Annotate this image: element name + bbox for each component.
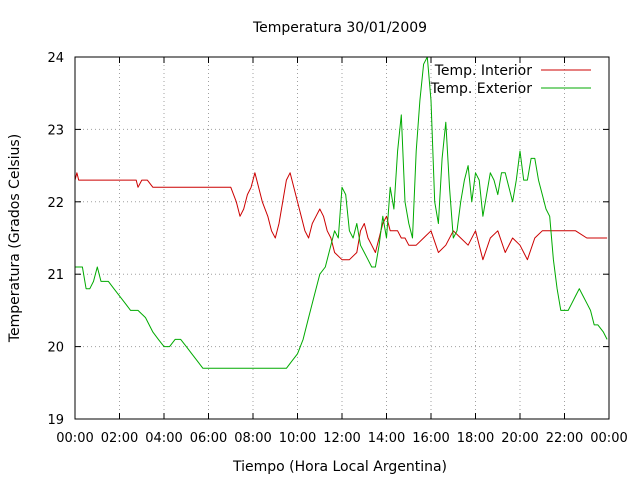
x-tick-label: 00:00 xyxy=(590,431,627,446)
x-tick-label: 14:00 xyxy=(368,431,405,446)
y-tick-label: 22 xyxy=(47,196,64,211)
y-tick-label: 19 xyxy=(47,413,64,428)
y-axis-title: Temperatura (Grados Celsius) xyxy=(7,134,23,343)
x-tick-label: 20:00 xyxy=(501,431,538,446)
x-tick-label: 00:00 xyxy=(56,431,93,446)
x-tick-label: 18:00 xyxy=(457,431,494,446)
x-tick-label: 06:00 xyxy=(190,431,227,446)
x-tick-label: 10:00 xyxy=(279,431,316,446)
x-tick-label: 22:00 xyxy=(546,431,583,446)
y-tick-label: 20 xyxy=(47,341,64,356)
grid xyxy=(75,57,609,419)
axis-ticks: 00:00 02:00 04:00 06:00 08:00 10:00 12:00 14:00… xyxy=(47,51,627,446)
legend-label-interior: Temp. Interior xyxy=(434,63,533,79)
x-tick-label: 04:00 xyxy=(145,431,182,446)
series-line-interior xyxy=(74,172,608,261)
x-axis-title: Tiempo (Hora Local Argentina) xyxy=(232,459,447,475)
y-tick-label: 21 xyxy=(47,268,64,283)
series-line-exterior xyxy=(75,56,608,369)
chart-title: Temperatura 30/01/2009 xyxy=(252,20,427,36)
legend-label-exterior: Temp. Exterior xyxy=(430,81,533,97)
y-tick-label: 23 xyxy=(47,123,64,138)
legend: Temp. Interior Temp. Exterior xyxy=(430,63,591,97)
x-tick-label: 02:00 xyxy=(101,431,138,446)
series-layer xyxy=(74,56,608,369)
x-tick-label: 08:00 xyxy=(234,431,271,446)
x-tick-label: 16:00 xyxy=(412,431,449,446)
x-tick-label: 12:00 xyxy=(323,431,360,446)
y-tick-label: 24 xyxy=(47,51,64,66)
